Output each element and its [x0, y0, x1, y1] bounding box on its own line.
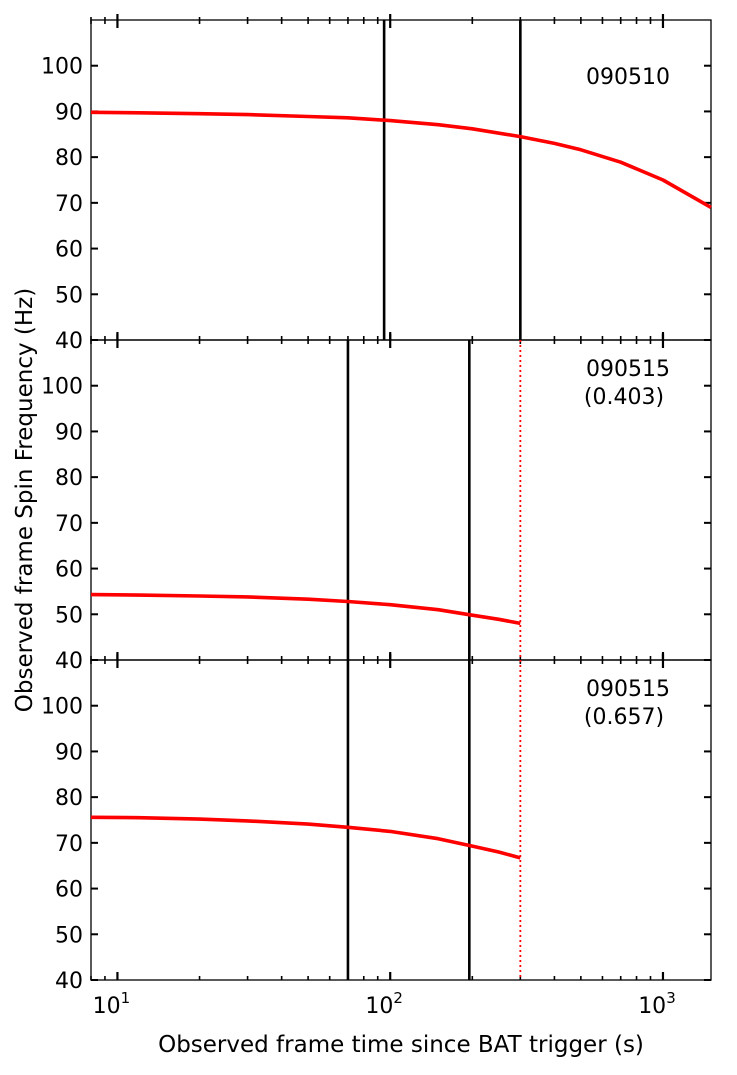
annotation-line: 090515 [586, 677, 670, 702]
x-tick-base: 10 [365, 994, 393, 1019]
x-tick-exponent: 1 [121, 989, 131, 1007]
y-tick-label: 50 [55, 603, 83, 628]
annotation-line: (0.657) [584, 705, 664, 730]
y-tick-label: 60 [55, 558, 83, 583]
y-axis-label: Observed frame Spin Frequency (Hz) [12, 288, 38, 712]
y-tick-label: 70 [55, 192, 83, 217]
y-tick-label: 80 [55, 466, 83, 491]
x-tick-label: 101 [93, 989, 131, 1019]
spin-frequency-curve [90, 592, 521, 626]
y-tick-label: 90 [55, 420, 83, 445]
y-tick-label: 70 [55, 512, 83, 537]
panel-annotation: 090515 (0.657) [584, 677, 670, 730]
y-tick-label: 90 [55, 100, 83, 125]
x-tick-label: 103 [638, 989, 676, 1019]
y-tick-label: 50 [55, 283, 83, 308]
annotation-line: 090515 [586, 357, 670, 382]
spin-frequency-curve [90, 110, 712, 209]
x-axis-label: Observed frame time since BAT trigger (s… [158, 1032, 644, 1058]
spin-frequency-curve [90, 815, 521, 860]
annotation-line: (0.403) [584, 385, 664, 410]
panel-annotation: 090510 [586, 65, 670, 90]
y-tick-label: 80 [55, 146, 83, 171]
y-tick-label: 40 [55, 969, 83, 994]
y-tick-label: 80 [55, 786, 83, 811]
y-tick-label: 50 [55, 923, 83, 948]
y-tick-label: 70 [55, 832, 83, 857]
x-tick-label: 102 [365, 989, 403, 1019]
panel-frame [90, 659, 712, 981]
x-tick-exponent: 3 [666, 989, 676, 1007]
y-tick-label: 40 [55, 649, 83, 674]
x-tick-base: 10 [93, 994, 121, 1019]
y-tick-label: 60 [55, 878, 83, 903]
y-tick-label: 60 [55, 238, 83, 263]
panel-annotation: 090515 (0.403) [584, 357, 670, 410]
panel-3: 40 50 60 70 80 90 100 090515 (0.657) [41, 654, 712, 994]
panel-1: 40 50 60 70 80 90 100 090510 [41, 14, 712, 354]
panels-group: 40 50 60 70 80 90 100 090510 40 50 60 70 80 90 100 0905… [41, 14, 712, 1019]
panel-2: 40 50 60 70 80 90 100 090515 (0.403) [41, 334, 712, 674]
x-tick-base: 10 [638, 994, 666, 1019]
y-tick-label: 100 [41, 375, 83, 400]
y-tick-label: 40 [55, 329, 83, 354]
y-tick-label: 90 [55, 740, 83, 765]
y-tick-label: 100 [41, 695, 83, 720]
x-tick-exponent: 2 [393, 989, 403, 1007]
annotation-line: 090510 [586, 65, 670, 90]
y-tick-label: 100 [41, 55, 83, 80]
